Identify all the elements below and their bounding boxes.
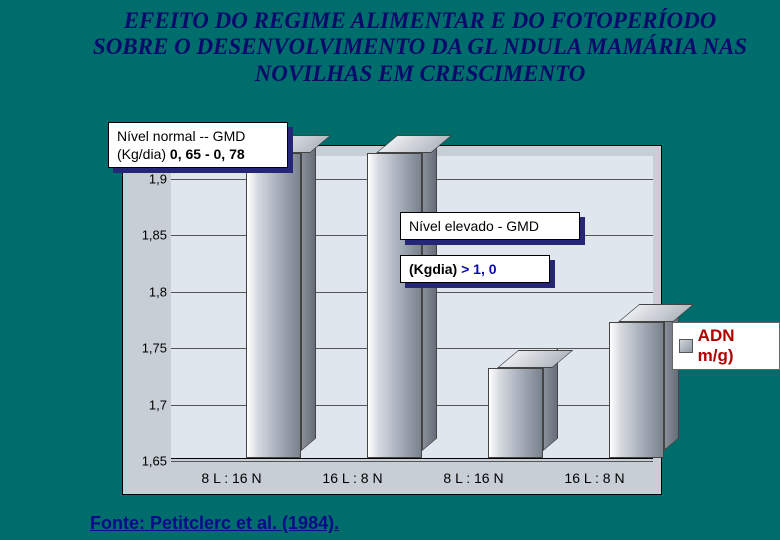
source-citation: Fonte: Petitclerc et al. (1984). [90,513,339,534]
gridline [171,461,653,462]
y-axis-label: 1,8 [127,284,167,299]
plot-area [171,156,653,459]
callout-elevated: Nível elevado - GMD [400,212,580,240]
legend-label: ADN m/g) [698,326,773,366]
callout-normal: Nível normal -- GMD (Kg/dia) 0, 65 - 0, … [108,122,288,168]
x-axis-label: 16 L : 8 N [322,470,382,486]
legend-swatch [679,339,693,353]
x-axis-label: 8 L : 16 N [201,470,261,486]
y-axis-label: 1,7 [127,397,167,412]
callout-normal-line2: (Kg/dia) 0, 65 - 0, 78 [117,145,279,163]
y-axis-label: 1,75 [127,341,167,356]
legend: ADN m/g) [672,322,780,370]
page-title: EFEITO DO REGIME ALIMENTAR E DO FOTOPERÍ… [90,8,750,87]
y-axis-label: 1,85 [127,228,167,243]
x-axis-label: 8 L : 16 N [443,470,503,486]
callout-threshold: (Kgdia) > 1, 0 [400,255,550,283]
y-axis-label: 1,65 [127,454,167,469]
x-axis-label: 16 L : 8 N [564,470,624,486]
chart-panel: 1,651,71,751,81,851,98 L : 16 N16 L : 8 … [122,145,662,495]
callout-normal-line1: Nível normal -- GMD [117,127,279,145]
